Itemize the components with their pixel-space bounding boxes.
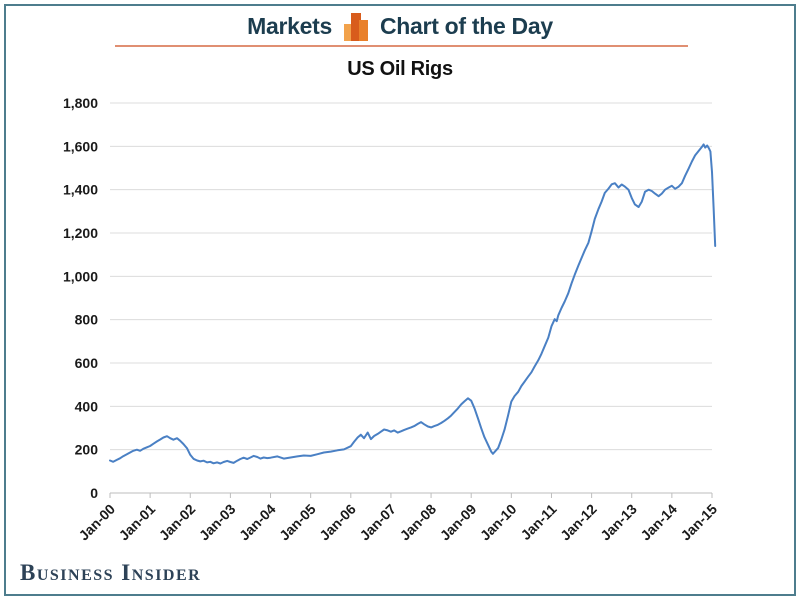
x-axis-tick-label: Jan-01 — [116, 501, 159, 544]
header-markets-label: Markets — [247, 12, 332, 39]
y-axis-tick-label: 1,800 — [63, 95, 98, 111]
y-axis-tick-label: 1,600 — [63, 138, 98, 154]
x-axis-tick-label: Jan-00 — [75, 501, 118, 544]
header-divider-rule — [115, 45, 688, 47]
y-axis-tick-label: 400 — [75, 398, 99, 414]
x-axis-tick-label: Jan-07 — [356, 501, 399, 544]
x-axis-tick-label: Jan-14 — [637, 501, 680, 544]
y-axis-tick-label: 0 — [90, 485, 98, 501]
x-axis-tick-label: Jan-08 — [397, 501, 440, 544]
x-axis-tick-label: Jan-06 — [316, 501, 359, 544]
x-axis-tick-label: Jan-02 — [156, 501, 199, 544]
bar-chart-icon — [344, 11, 368, 41]
y-axis-tick-label: 1,000 — [63, 268, 98, 284]
header: Markets Chart of the Day — [0, 11, 800, 41]
x-axis-tick-label: Jan-05 — [276, 501, 319, 544]
y-axis-tick-label: 1,200 — [63, 225, 98, 241]
x-axis-tick-label: Jan-15 — [677, 501, 720, 544]
business-insider-logo: Business Insider — [20, 560, 202, 585]
header-chart-of-the-day-label: Chart of the Day — [380, 12, 553, 39]
x-axis-tick-label: Jan-13 — [597, 501, 640, 544]
y-axis-tick-label: 1,400 — [63, 182, 98, 198]
x-axis-tick-label: Jan-10 — [477, 501, 520, 544]
oil-rigs-line-series — [109, 143, 717, 465]
x-axis-tick-label: Jan-09 — [437, 501, 480, 544]
bar-chart-icon-bar-middle — [351, 13, 361, 41]
y-axis-tick-label: 200 — [75, 442, 99, 458]
y-axis-tick-label: 600 — [75, 355, 99, 371]
x-axis-tick-label: Jan-03 — [196, 501, 239, 544]
y-axis-tick-label: 800 — [75, 312, 99, 328]
x-axis-tick-label: Jan-04 — [236, 501, 279, 544]
chart-title: US Oil Rigs — [347, 58, 453, 80]
bar-chart-icon-bar-left — [344, 24, 353, 41]
x-axis-tick-label: Jan-12 — [557, 501, 600, 544]
x-axis-tick-label: Jan-11 — [517, 501, 559, 543]
bar-chart-icon-bar-right — [359, 20, 368, 41]
